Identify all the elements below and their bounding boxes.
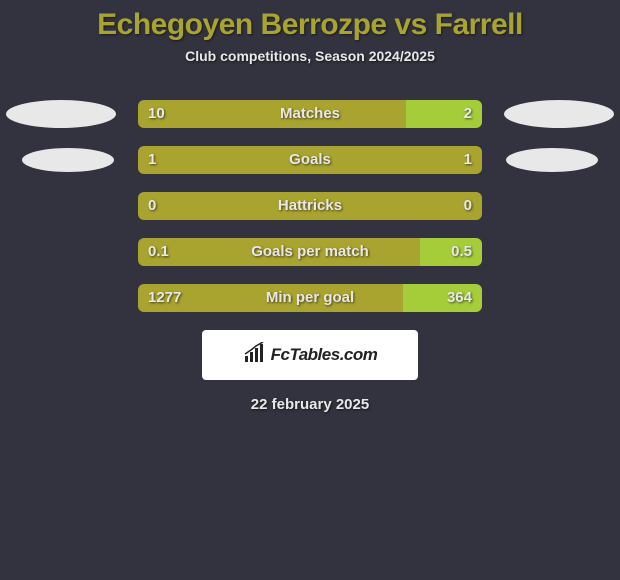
stat-row: 102Matches: [0, 100, 620, 128]
stat-row: 0.10.5Goals per match: [0, 238, 620, 266]
stat-row: 11Goals: [0, 146, 620, 174]
stat-label: Matches: [138, 100, 482, 128]
page-subtitle: Club competitions, Season 2024/2025: [0, 48, 620, 64]
player-ellipse-right: [506, 148, 598, 172]
player-ellipse-right: [504, 100, 614, 128]
date-text: 22 february 2025: [0, 396, 620, 413]
stats-rows: 102Matches 11Goals 00Hattricks 0.10.5Goals …: [0, 100, 620, 312]
stat-label: Goals: [138, 146, 482, 174]
stat-row: 1277364Min per goal: [0, 284, 620, 312]
stat-row: 00Hattricks: [0, 192, 620, 220]
chart-icon: [243, 342, 267, 369]
page-title: Echegoyen Berrozpe vs Farrell: [0, 0, 620, 48]
stat-label: Goals per match: [138, 238, 482, 266]
stat-label: Min per goal: [138, 284, 482, 312]
logo-box: FcTables.com: [202, 330, 418, 380]
player-ellipse-left: [6, 100, 116, 128]
stat-label: Hattricks: [138, 192, 482, 220]
player-ellipse-left: [22, 148, 114, 172]
logo-text: FcTables.com: [271, 345, 378, 365]
